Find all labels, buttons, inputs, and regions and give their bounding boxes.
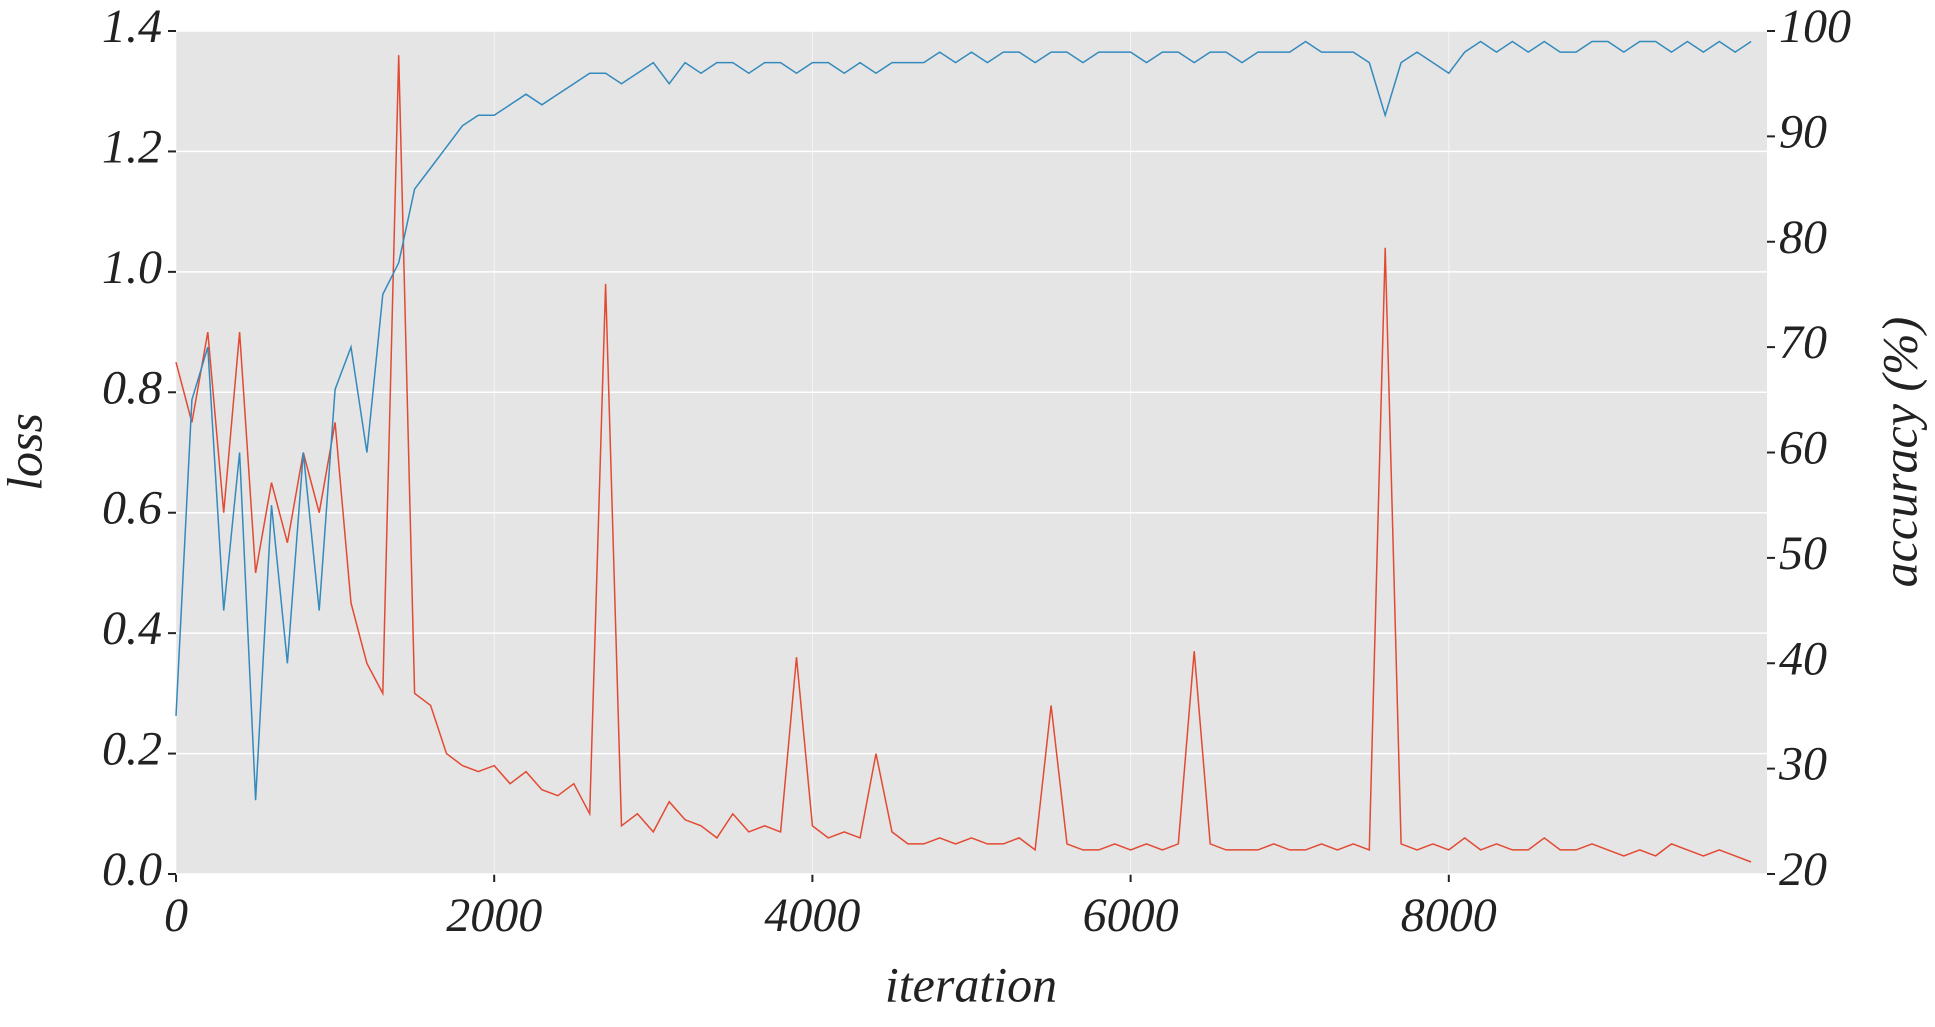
y2-tick-label: 30 (1778, 738, 1827, 791)
y2-tick-label: 80 (1779, 211, 1827, 264)
y2-axis-label: accuracy (%) (1871, 317, 1927, 588)
y-tick-label: 0.0 (102, 843, 162, 896)
y-tick-label: 1.4 (102, 0, 162, 53)
y2-tick-label: 100 (1779, 0, 1851, 53)
y2-tick-label: 60 (1779, 422, 1827, 475)
x-axis-label: iteration (885, 956, 1057, 1012)
y-tick-label: 0.8 (102, 361, 162, 414)
y-axis-label: loss (0, 413, 52, 491)
series-line (175, 40, 1752, 801)
x-tick-label: 4000 (764, 889, 860, 942)
y2-tick-label: 90 (1779, 105, 1827, 158)
y2-tick-label: 40 (1779, 632, 1827, 685)
plot-area (176, 31, 1767, 874)
x-tick-label: 8000 (1401, 889, 1497, 942)
x-tick-label: 2000 (446, 889, 542, 942)
y2-tick-label: 50 (1779, 527, 1827, 580)
y-tick-label: 0.4 (102, 602, 162, 655)
y-tick-label: 1.0 (102, 241, 162, 294)
y-tick-label: 0.6 (102, 482, 162, 535)
y2-tick-label: 20 (1779, 843, 1827, 896)
x-tick-label: 0 (164, 889, 188, 942)
x-tick-label: 6000 (1083, 889, 1179, 942)
y-tick-label: 1.2 (102, 120, 162, 173)
y2-tick-label: 70 (1779, 316, 1827, 369)
series-line (175, 55, 1752, 863)
y-tick-label: 0.2 (102, 723, 162, 776)
